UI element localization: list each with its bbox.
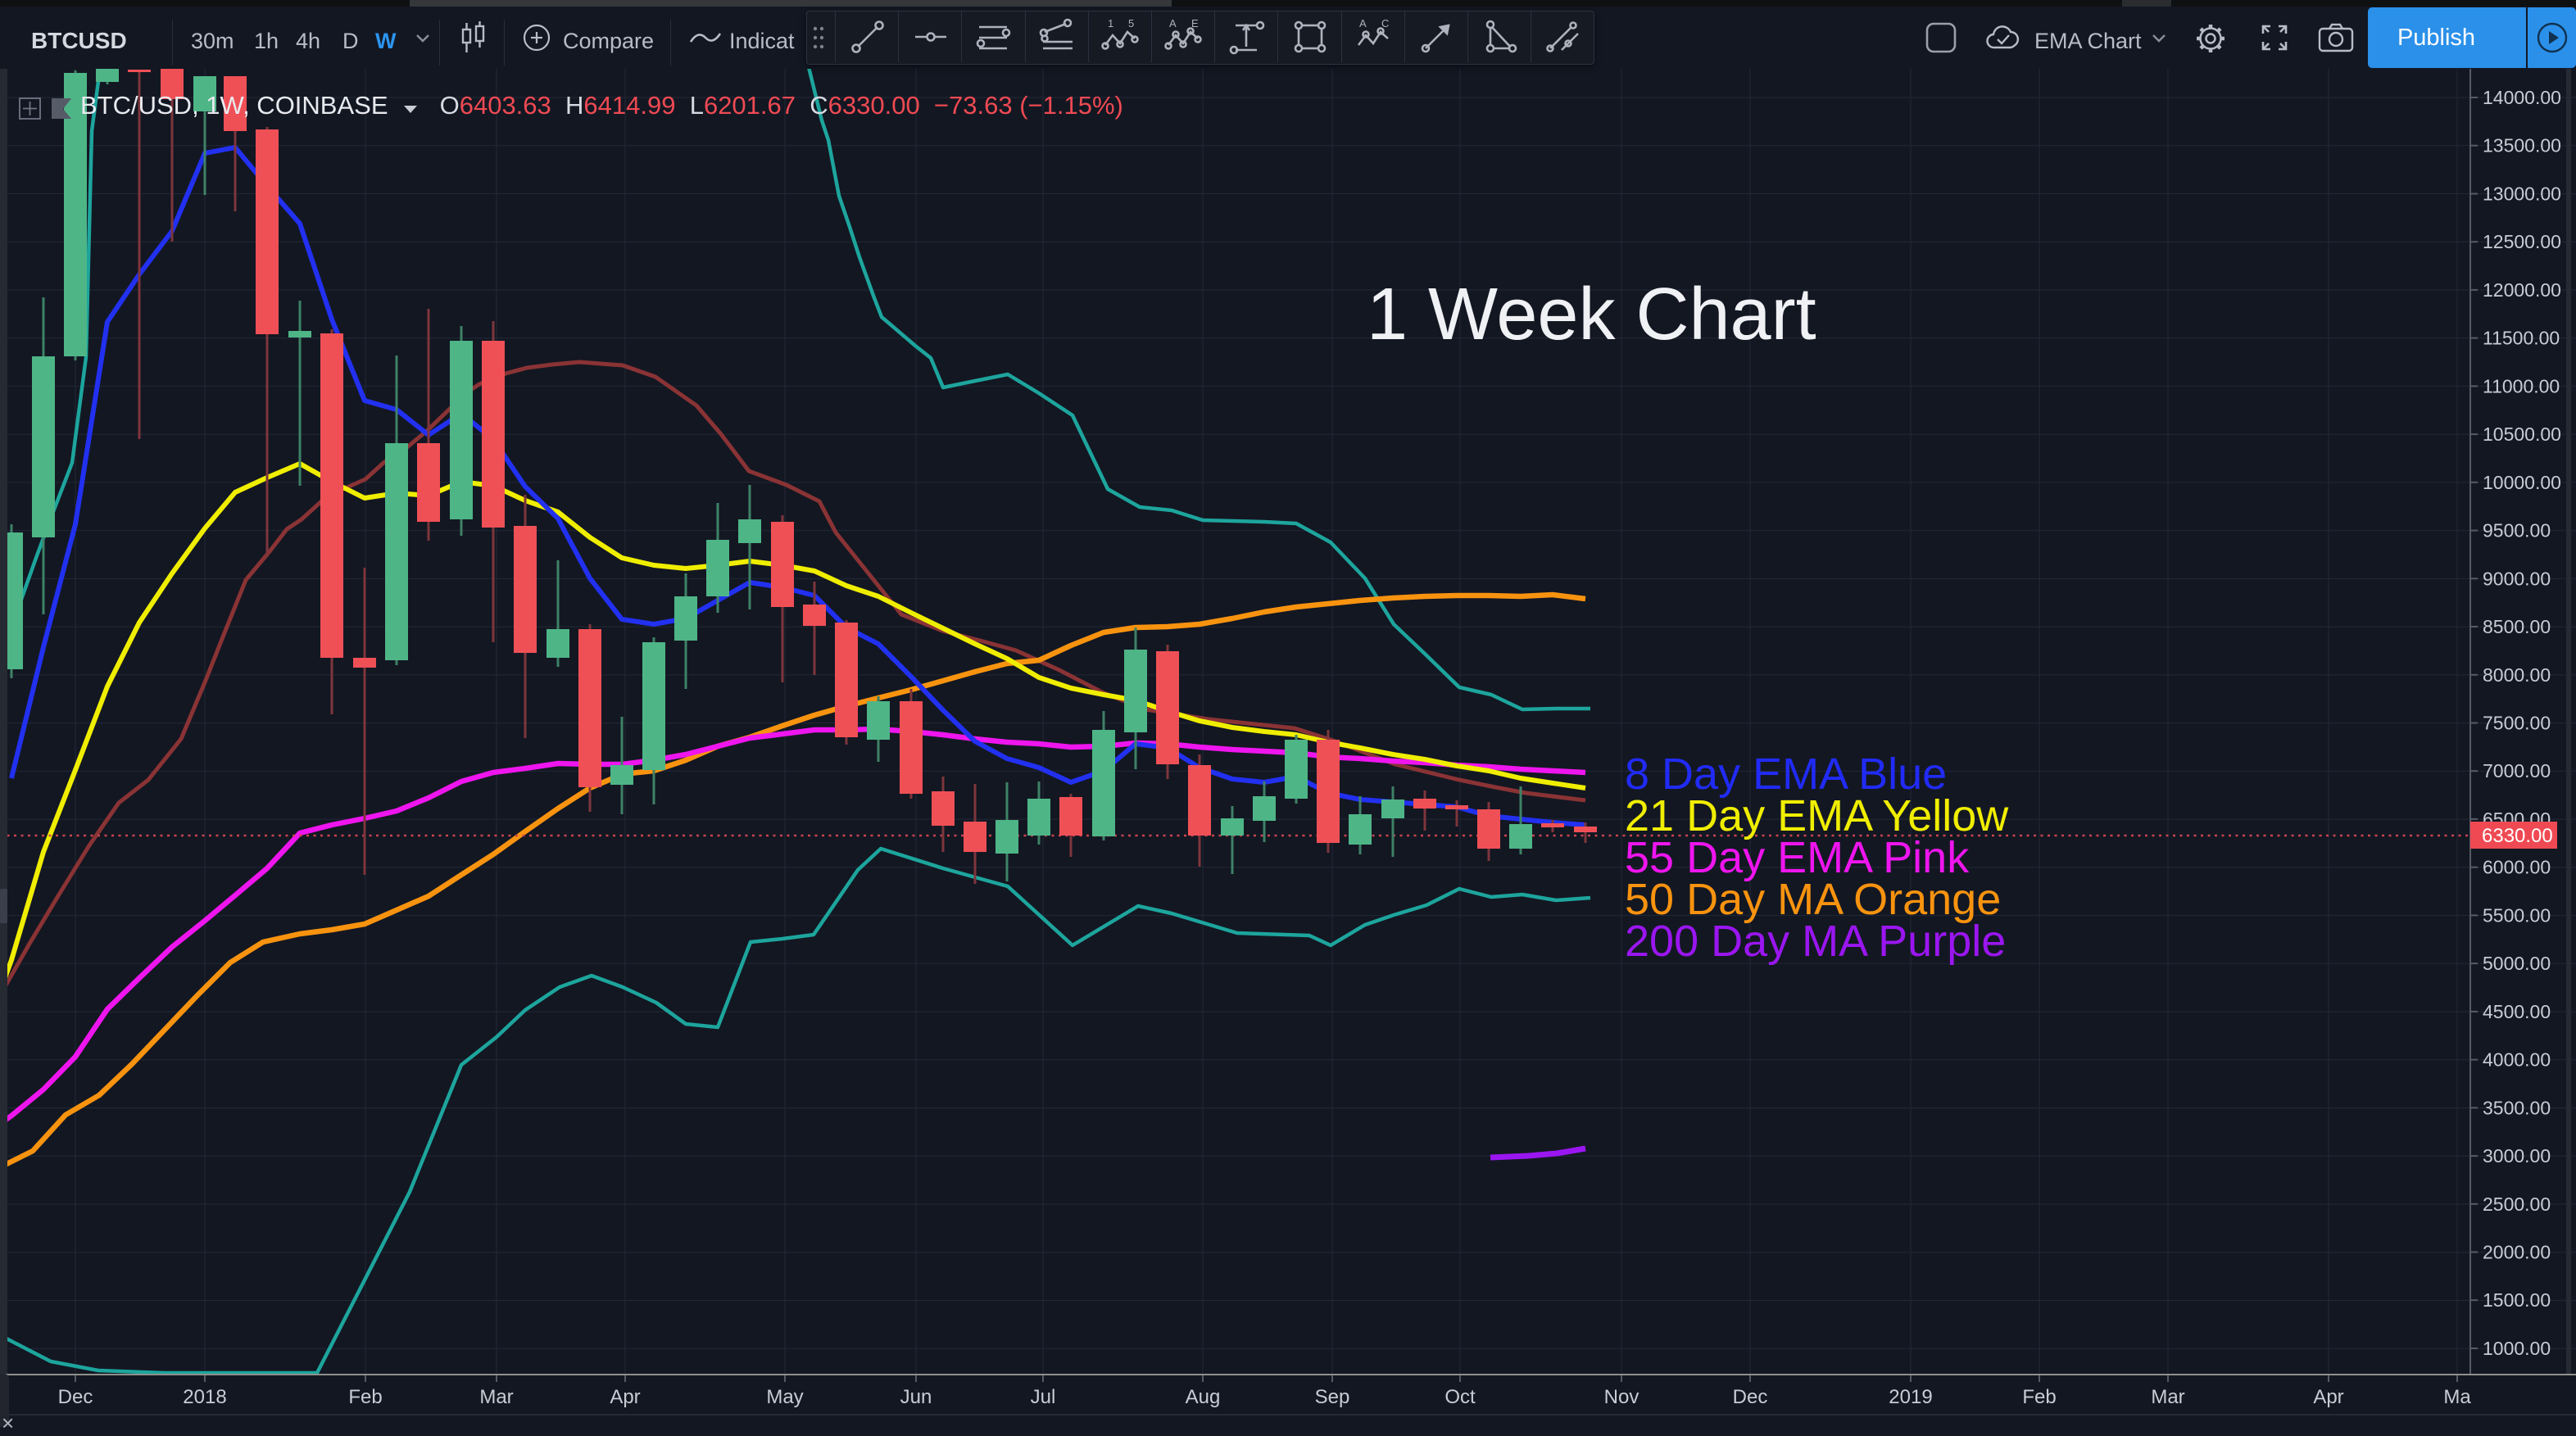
svg-text:14000.00: 14000.00 — [2483, 87, 2561, 108]
svg-text:7500.00: 7500.00 — [2483, 713, 2551, 734]
svg-text:11000.00: 11000.00 — [2483, 375, 2560, 396]
svg-text:C: C — [1381, 17, 1389, 29]
svg-text:Feb: Feb — [348, 1386, 382, 1408]
svg-text:10000.00: 10000.00 — [2483, 472, 2561, 493]
svg-text:2500.00: 2500.00 — [2483, 1194, 2551, 1215]
svg-text:E: E — [1191, 17, 1199, 29]
svg-text:9000.00: 9000.00 — [2483, 568, 2551, 589]
svg-text:May: May — [766, 1386, 803, 1408]
svg-text:5000.00: 5000.00 — [2483, 953, 2551, 974]
svg-text:8500.00: 8500.00 — [2483, 616, 2551, 637]
svg-text:Jun: Jun — [900, 1386, 932, 1408]
svg-text:200 Day MA Purple: 200 Day MA Purple — [1625, 917, 2006, 966]
svg-text:Oct: Oct — [1444, 1386, 1476, 1408]
svg-text:4000.00: 4000.00 — [2483, 1049, 2551, 1071]
svg-text:A: A — [1359, 17, 1367, 29]
svg-text:Nov: Nov — [1604, 1386, 1639, 1408]
svg-text:13500.00: 13500.00 — [2483, 135, 2561, 156]
svg-text:1000.00: 1000.00 — [2483, 1338, 2551, 1359]
svg-text:13000.00: 13000.00 — [2483, 183, 2561, 205]
svg-text:3500.00: 3500.00 — [2483, 1097, 2551, 1118]
svg-text:Feb: Feb — [2022, 1386, 2056, 1408]
svg-text:2000.00: 2000.00 — [2483, 1242, 2551, 1263]
svg-text:9500.00: 9500.00 — [2483, 520, 2551, 541]
svg-text:5500.00: 5500.00 — [2483, 904, 2551, 926]
svg-text:21 Day EMA Yellow: 21 Day EMA Yellow — [1625, 791, 2009, 840]
svg-text:3000.00: 3000.00 — [2483, 1145, 2551, 1166]
svg-text:50 Day MA Orange: 50 Day MA Orange — [1625, 875, 2001, 924]
svg-text:11500.00: 11500.00 — [2483, 328, 2560, 349]
svg-text:Ma: Ma — [2443, 1386, 2471, 1408]
svg-text:Apr: Apr — [610, 1386, 640, 1408]
svg-text:Apr: Apr — [2313, 1386, 2343, 1408]
svg-text:Jul: Jul — [1031, 1386, 1056, 1408]
svg-text:55 Day EMA Pink: 55 Day EMA Pink — [1625, 833, 1970, 882]
svg-text:A: A — [1169, 17, 1177, 29]
svg-text:5: 5 — [1128, 17, 1134, 29]
svg-text:Dec: Dec — [1733, 1386, 1768, 1408]
svg-text:2018: 2018 — [183, 1386, 226, 1408]
svg-text:6000.00: 6000.00 — [2483, 857, 2551, 878]
svg-text:12500.00: 12500.00 — [2483, 231, 2561, 252]
svg-text:Sep: Sep — [1315, 1386, 1350, 1408]
svg-text:8000.00: 8000.00 — [2483, 664, 2551, 686]
svg-text:4500.00: 4500.00 — [2483, 1001, 2551, 1022]
svg-text:1 Week Chart: 1 Week Chart — [1367, 274, 1816, 356]
svg-text:Dec: Dec — [58, 1386, 93, 1408]
svg-text:6330.00: 6330.00 — [2482, 825, 2553, 847]
svg-text:10500.00: 10500.00 — [2483, 424, 2561, 445]
svg-text:1: 1 — [1108, 17, 1113, 29]
svg-text:8 Day EMA Blue: 8 Day EMA Blue — [1625, 750, 1947, 799]
svg-text:1500.00: 1500.00 — [2483, 1289, 2551, 1311]
svg-text:2019: 2019 — [1889, 1386, 1932, 1408]
svg-text:12000.00: 12000.00 — [2483, 279, 2561, 301]
svg-text:7000.00: 7000.00 — [2483, 760, 2551, 781]
svg-text:Mar: Mar — [2151, 1386, 2184, 1408]
svg-text:Aug: Aug — [1186, 1386, 1221, 1408]
svg-text:Mar: Mar — [479, 1386, 513, 1408]
